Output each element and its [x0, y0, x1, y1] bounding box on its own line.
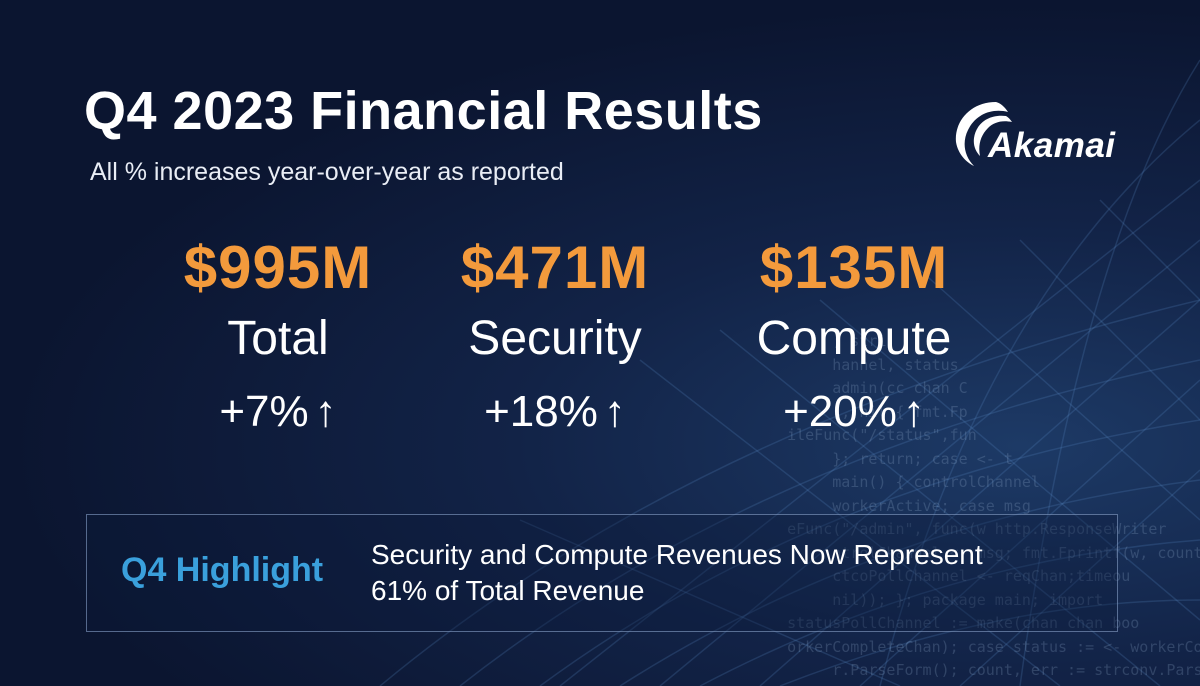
metric-security: $471M Security +18% ↑: [405, 232, 705, 442]
highlight-line-2: 61% of Total Revenue: [371, 575, 645, 606]
background-code-texture: ; stri hannel, status admin(cc chan C ),…: [787, 332, 1200, 686]
metric-label: Compute: [756, 312, 952, 365]
page-subtitle: All % increases year-over-year as report…: [90, 158, 564, 186]
metric-change: +7% ↑: [128, 382, 428, 442]
metric-change-value: +20%: [783, 387, 897, 436]
arrow-up-icon: ↑: [902, 387, 925, 436]
highlight-line-1: Security and Compute Revenues Now Repres…: [371, 539, 983, 570]
metric-label: Total: [227, 312, 329, 365]
page-title: Q4 2023 Financial Results: [84, 81, 763, 141]
highlight-label: Q4 Highlight: [121, 551, 324, 589]
metric-label: Security: [468, 312, 642, 365]
metric-compute: $135M Compute +20% ↑: [704, 232, 1004, 442]
akamai-swoosh-icon: [955, 102, 1012, 166]
metric-value: $135M: [759, 234, 949, 301]
logo-wordmark: Akamai: [988, 126, 1116, 165]
arrow-up-icon: ↑: [603, 387, 626, 436]
highlight-text: Security and Compute Revenues Now Repres…: [371, 537, 983, 609]
metric-change-value: +7%: [219, 387, 309, 436]
highlight-box: Q4 Highlight Security and Compute Revenu…: [86, 514, 1118, 632]
metric-total: $995M Total +7% ↑: [128, 232, 428, 442]
metric-value: $471M: [460, 234, 650, 301]
metric-value: $995M: [183, 234, 373, 301]
akamai-logo: Akamai: [948, 92, 1128, 172]
metric-change: +20% ↑: [704, 382, 1004, 442]
metric-change: +18% ↑: [405, 382, 705, 442]
arrow-up-icon: ↑: [314, 387, 337, 436]
metric-change-value: +18%: [484, 387, 598, 436]
